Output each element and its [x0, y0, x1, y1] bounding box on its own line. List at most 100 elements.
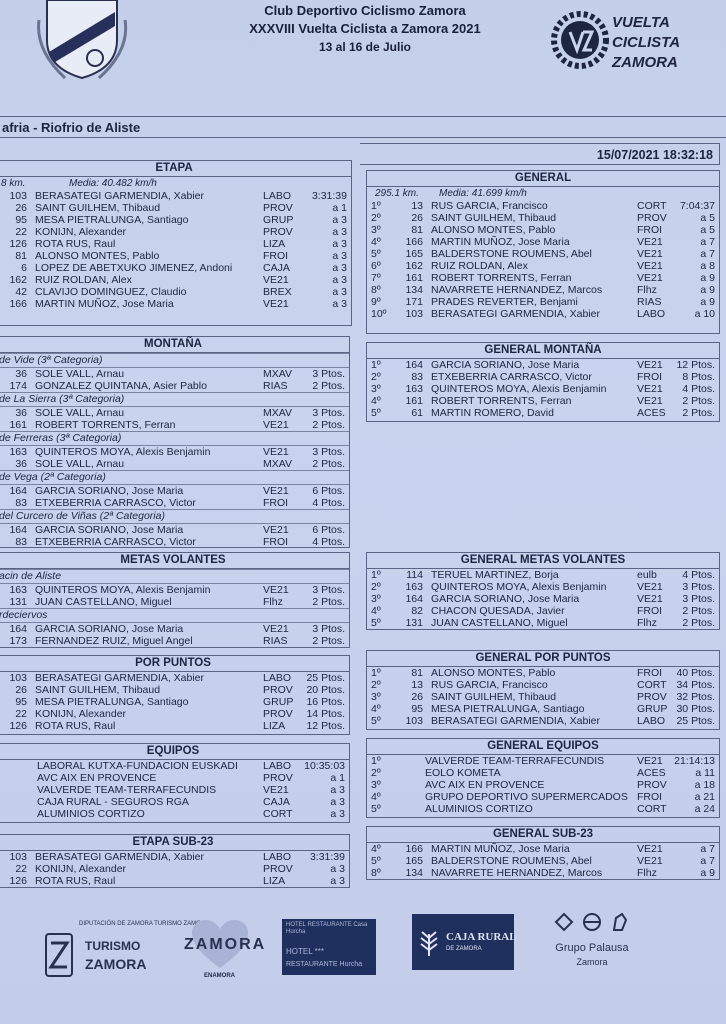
rider-name: BERASATEGI GARMENDIA, Xabier [35, 672, 205, 684]
result-value: a 5 [700, 224, 715, 236]
team-code: VE21 [263, 524, 289, 536]
rider-name: TERUEL MARTINEZ, Borja [431, 569, 559, 581]
rider-name: MESA PIETRALUNGA, Santiago [431, 703, 585, 715]
sponsor-text: DE ZAMORA [446, 946, 482, 952]
position: 2º [371, 679, 381, 691]
bib-number: 134 [405, 867, 423, 879]
position: 1º [371, 200, 381, 212]
result-value: 4 Ptos. [312, 536, 345, 548]
climb-name: del Curcero de Viñas (2ª Categoria) [0, 509, 349, 524]
sponsor-strip: DIPUTACIÓN DE ZAMORA TURISMO ZAMORA TURI… [0, 905, 726, 995]
rider-name: LOPEZ DE ABETXUKO JIMENEZ, Andoni [35, 262, 233, 274]
result-row: 2º 13 RUS GARCIA, Francisco CORT 34 Ptos. [367, 679, 719, 691]
result-value: 3 Ptos. [682, 581, 715, 593]
position: 5º [371, 803, 381, 815]
team-code: PROV [637, 779, 667, 791]
bib-number: 126 [9, 238, 27, 250]
bib-number: 164 [405, 593, 423, 605]
result-row: VALVERDE TEAM-TERRAFECUNDIS VE21 a 3 [0, 784, 349, 796]
result-row: 83 ETXEBERRIA CARRASCO, Victor FROI 4 Ptos. [0, 536, 349, 548]
result-value: 2 Ptos. [312, 596, 345, 608]
position: 10º [371, 308, 387, 320]
result-value: a 9 [700, 296, 715, 308]
bib-number: 13 [411, 200, 423, 212]
result-value: a 8 [700, 260, 715, 272]
rider-name: SAINT GUILHEM, Thibaud [431, 691, 557, 703]
team-code: VE21 [263, 446, 289, 458]
climb-name: de Ferreras (3ª Categoria) [0, 431, 349, 446]
result-row: 26 SAINT GUILHEM, Thibaud PROV a 1 [0, 202, 351, 214]
result-row: AVC AIX EN PROVENCE PROV a 1 [0, 772, 349, 784]
result-value: 12 Ptos. [306, 720, 345, 732]
bib-number: 166 [405, 843, 423, 855]
rider-name: BALDERSTONE ROUMENS, Abel [431, 248, 592, 260]
result-value: 3 Ptos. [312, 623, 345, 635]
section-title: ETAPA SUB-23 [0, 835, 349, 851]
team-code: MXAV [263, 407, 292, 419]
bib-number: 164 [9, 485, 27, 497]
rider-name: BERASATEGI GARMENDIA, Xabier [431, 308, 601, 320]
bib-number: 103 [405, 715, 423, 727]
bib-number: 164 [405, 359, 423, 371]
rider-name: QUINTEROS MOYA, Alexis Benjamin [431, 383, 607, 395]
rider-name: BALDERSTONE ROUMENS, Abel [431, 855, 592, 867]
position: 8º [371, 867, 381, 879]
result-row: 5º 61 MARTIN ROMERO, David ACES 2 Ptos. [367, 407, 719, 419]
position: 7º [371, 272, 381, 284]
rider-name: ETXEBERRIA CARRASCO, Victor [35, 497, 196, 509]
position: 3º [371, 691, 381, 703]
sponsor-text: Grupo Palausa [555, 942, 629, 954]
team-code: VE21 [263, 784, 289, 796]
rider-name: MESA PIETRALUNGA, Santiago [35, 214, 189, 226]
result-row: 3º 164 GARCIA SORIANO, Jose Maria VE21 3 Pto… [367, 593, 719, 605]
position: 3º [371, 383, 381, 395]
rider-name: KONIJN, Alexander [35, 226, 127, 238]
distance: 8 km. [1, 178, 26, 189]
result-value: 3 Ptos. [312, 446, 345, 458]
team-code: PROV [637, 212, 667, 224]
team-code: VE21 [637, 843, 663, 855]
bib-number: 126 [9, 720, 27, 732]
team-code: VE21 [637, 260, 663, 272]
result-row: 162 RUIZ ROLDAN, Alex VE21 a 3 [0, 274, 351, 286]
report-timestamp: 15/07/2021 18:32:18 [360, 143, 720, 165]
team-code: VE21 [263, 623, 289, 635]
sponsor-text: ZAMORA [184, 936, 267, 953]
climb-name: acin de Aliste [0, 569, 349, 584]
rider-name: MARTIN MUÑOZ, Jose Maria [35, 298, 174, 310]
team-code: LIZA [263, 875, 286, 887]
club-name: Club Deportivo Ciclismo Zamora [264, 3, 466, 18]
result-row: 2º 83 ETXEBERRIA CARRASCO, Victor FROI 8 Pto… [367, 371, 719, 383]
team-code: Flhz [637, 867, 657, 879]
result-value: a 9 [700, 867, 715, 879]
result-row: 4º 82 CHACON QUESADA, Javier FROI 2 Ptos. [367, 605, 719, 617]
result-row: 4º 95 MESA PIETRALUNGA, Santiago GRUP 30 Pto… [367, 703, 719, 715]
event-dates: 13 al 16 de Julio [318, 40, 412, 54]
bib-number: 13 [411, 679, 423, 691]
result-row: CAJA RURAL - SEGUROS RGA CAJA a 3 [0, 796, 349, 808]
result-value: a 3 [332, 226, 347, 238]
section-general-metas-volantes: GENERAL METAS VOLANTES 1º 114 TERUEL MARTIN… [366, 552, 720, 630]
distance: 295.1 km. [375, 188, 419, 199]
result-value: 6 Ptos. [312, 524, 345, 536]
result-value: 4 Ptos. [682, 569, 715, 581]
average-speed: Media: 40.482 km/h [69, 178, 157, 189]
team-code: ACES [637, 767, 666, 779]
bib-number: 174 [9, 380, 27, 392]
result-row: 103 BERASATEGI GARMENDIA, Xabier LABO 25 Pt… [0, 672, 349, 684]
sponsor-text: CAJA RURAL [446, 931, 517, 943]
rider-name: ROBERT TORRENTS, Ferran [431, 395, 572, 407]
position: 5º [371, 407, 381, 419]
result-value: 16 Ptos. [306, 696, 345, 708]
bib-number: 166 [9, 298, 27, 310]
position: 8º [371, 284, 381, 296]
team-code: LIZA [263, 238, 286, 250]
result-value: 2 Ptos. [682, 395, 715, 407]
position: 4º [371, 791, 381, 803]
bib-number: 82 [411, 605, 423, 617]
rider-name: RUS GARCIA, Francisco [431, 679, 548, 691]
result-value: 2 Ptos. [682, 407, 715, 419]
section-general: GENERAL 295.1 km. Media: 41.699 km/h 1º 13 RU… [366, 170, 720, 334]
bib-number: 162 [405, 260, 423, 272]
team-code: VE21 [637, 581, 663, 593]
